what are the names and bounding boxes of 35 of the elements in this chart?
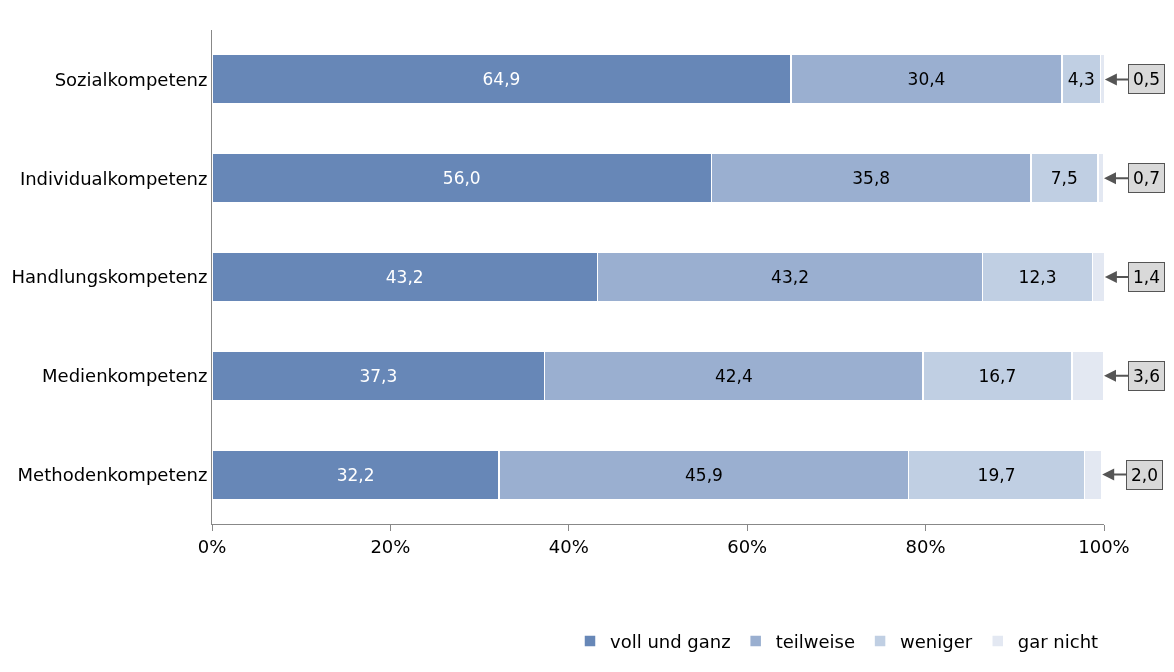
y-tick-label: Sozialkompetenz	[54, 68, 208, 90]
x-tick-label: 60%	[727, 535, 768, 557]
data-label: 7,5	[1050, 168, 1078, 189]
y-tick-label: Medienkompetenz	[42, 365, 208, 387]
data-label: 42,4	[714, 365, 753, 386]
data-label: 1,4	[1133, 267, 1161, 287]
data-label: 2,0	[1131, 465, 1159, 485]
y-tick-label: Individualkompetenz	[19, 167, 208, 189]
x-tick-label: 40%	[548, 535, 589, 557]
data-label: 45,9	[685, 464, 723, 485]
data-label: 4,3	[1067, 69, 1095, 90]
data-label: 32,2	[336, 464, 375, 485]
data-label: 64,9	[482, 69, 521, 90]
x-tick-label: 0%	[197, 535, 227, 557]
legend-label: weniger	[900, 631, 973, 653]
y-tick-label: Methodenkompetenz	[17, 463, 208, 485]
legend-label: voll und ganz	[610, 631, 731, 653]
data-label: 19,7	[977, 464, 1016, 485]
data-label: 35,8	[852, 168, 891, 189]
x-tick-label: 20%	[370, 535, 411, 557]
legend-label: teilweise	[775, 631, 856, 653]
data-label: 0,5	[1133, 69, 1161, 89]
data-label: 43,2	[385, 267, 424, 287]
x-tick-label: 80%	[905, 535, 946, 557]
data-label: 30,4	[907, 69, 946, 90]
data-label: 37,3	[359, 365, 398, 386]
data-label: 56,0	[442, 168, 481, 189]
data-label: 43,2	[771, 267, 809, 287]
data-label: 3,6	[1133, 366, 1161, 386]
y-tick-label: Handlungskompetenz	[11, 266, 208, 288]
x-tick-label: 100%	[1078, 535, 1130, 557]
legend-label: gar nicht	[1017, 631, 1099, 653]
data-label: 16,7	[978, 365, 1017, 386]
data-label: 12,3	[1018, 267, 1057, 287]
data-label: 0,7	[1133, 168, 1161, 188]
